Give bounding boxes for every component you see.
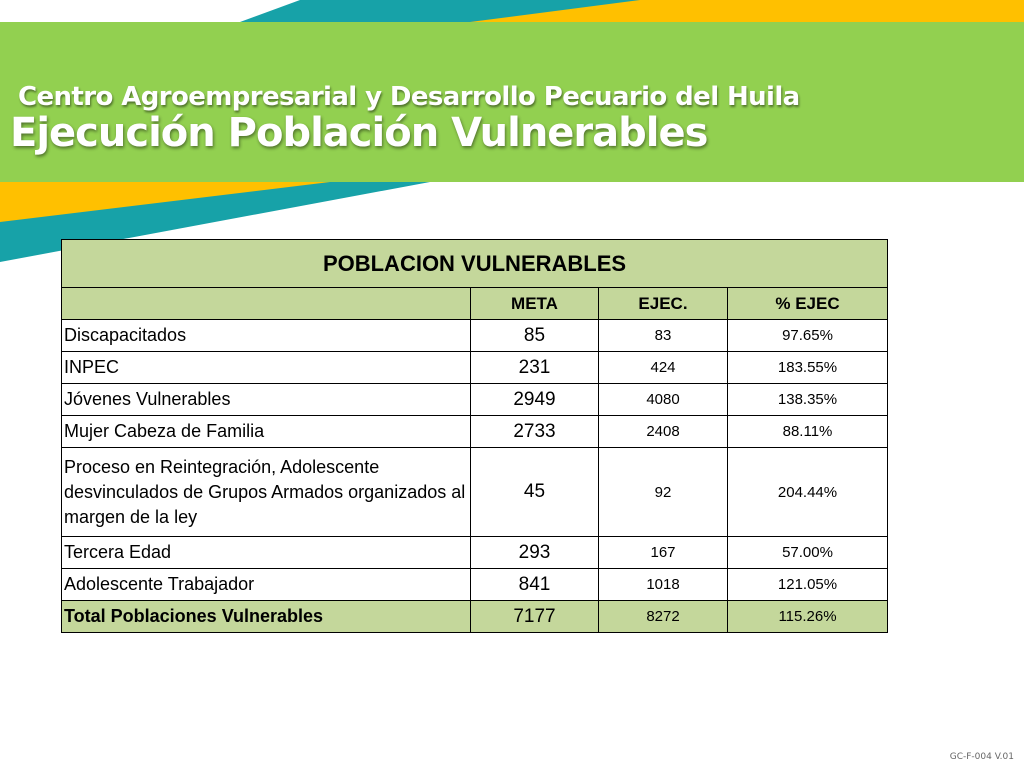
- total-ejec-value: 8272: [598, 600, 728, 633]
- total-label: Total Poblaciones Vulnerables: [61, 600, 471, 633]
- population-name: Tercera Edad: [61, 536, 471, 569]
- meta-value: 841: [470, 568, 599, 601]
- ejec-value: 4080: [598, 383, 728, 416]
- ejec-value: 1018: [598, 568, 728, 601]
- table-row: Discapacitados 85 83 97.65%: [61, 319, 888, 352]
- meta-value: 85: [470, 319, 599, 352]
- population-name: Discapacitados: [61, 319, 471, 352]
- meta-value: 2949: [470, 383, 599, 416]
- population-name: Jóvenes Vulnerables: [61, 383, 471, 416]
- total-row: Total Poblaciones Vulnerables 7177 8272 …: [61, 600, 888, 633]
- table-row: Adolescente Trabajador 841 1018 121.05%: [61, 568, 888, 601]
- ejec-value: 424: [598, 351, 728, 384]
- column-header-meta: META: [470, 287, 599, 320]
- meta-value: 2733: [470, 415, 599, 448]
- yellow-stripe-top: [470, 0, 1024, 22]
- table-row: INPEC 231 424 183.55%: [61, 351, 888, 384]
- page-title: Ejecución Población Vulnerables: [10, 110, 708, 156]
- header-banner: [0, 22, 1024, 182]
- ejec-value: 83: [598, 319, 728, 352]
- pct-value: 204.44%: [727, 447, 888, 537]
- table-row: Mujer Cabeza de Familia 2733 2408 88.11%: [61, 415, 888, 448]
- pct-value: 138.35%: [727, 383, 888, 416]
- vulnerable-population-table: POBLACION VULNERABLES META EJEC. % EJEC …: [61, 239, 888, 633]
- ejec-value: 2408: [598, 415, 728, 448]
- pct-value: 88.11%: [727, 415, 888, 448]
- table-header-row: META EJEC. % EJEC: [61, 287, 888, 320]
- pct-value: 57.00%: [727, 536, 888, 569]
- column-header-ejec: EJEC.: [598, 287, 728, 320]
- yellow-stripe-bottom: [0, 182, 330, 222]
- table-row: Jóvenes Vulnerables 2949 4080 138.35%: [61, 383, 888, 416]
- population-name: INPEC: [61, 351, 471, 384]
- page-subtitle: Centro Agroempresarial y Desarrollo Pecu…: [18, 82, 800, 112]
- table-row: Tercera Edad 293 167 57.00%: [61, 536, 888, 569]
- document-code: GC-F-004 V.01: [949, 752, 1014, 762]
- table-row: Proceso en Reintegración, Adolescente de…: [61, 447, 888, 537]
- column-header-pct: % EJEC: [727, 287, 888, 320]
- ejec-value: 92: [598, 447, 728, 537]
- total-meta-value: 7177: [470, 600, 599, 633]
- population-name: Proceso en Reintegración, Adolescente de…: [61, 447, 471, 537]
- meta-value: 231: [470, 351, 599, 384]
- meta-value: 45: [470, 447, 599, 537]
- meta-value: 293: [470, 536, 599, 569]
- ejec-value: 167: [598, 536, 728, 569]
- population-name: Adolescente Trabajador: [61, 568, 471, 601]
- total-pct-value: 115.26%: [727, 600, 888, 633]
- table-title: POBLACION VULNERABLES: [61, 239, 888, 288]
- pct-value: 183.55%: [727, 351, 888, 384]
- population-name: Mujer Cabeza de Familia: [61, 415, 471, 448]
- pct-value: 97.65%: [727, 319, 888, 352]
- pct-value: 121.05%: [727, 568, 888, 601]
- column-header-name: [61, 287, 471, 320]
